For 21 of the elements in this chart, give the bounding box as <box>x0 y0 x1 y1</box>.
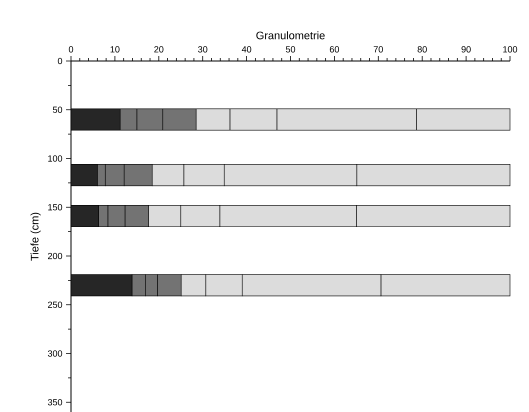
y-tick-label: 300 <box>48 350 62 356</box>
y-tick-label: 50 <box>52 106 62 113</box>
x-tick-label: 50 <box>286 46 296 52</box>
y-tick-label: 150 <box>48 204 62 210</box>
y-axis-title: Tiefe (cm) <box>30 212 41 260</box>
x-tick-label: 100 <box>503 46 518 52</box>
y-tick-label: 0 <box>58 58 62 64</box>
x-tick-label: 40 <box>242 46 252 52</box>
x-tick-label: 0 <box>68 46 74 52</box>
y-tick-label: 350 <box>48 398 62 406</box>
x-tick-label: 60 <box>330 46 340 52</box>
y-tick-label: 100 <box>48 155 62 162</box>
y-tick-label: 200 <box>48 252 62 259</box>
x-tick-label: 10 <box>110 46 120 52</box>
x-tick-label: 90 <box>462 46 471 52</box>
x-axis-title: Granulometrie <box>256 31 325 40</box>
x-tick-label: 80 <box>418 46 427 52</box>
x-tick-label: 70 <box>374 46 383 52</box>
x-tick-label: 30 <box>198 46 208 52</box>
y-tick-label: 250 <box>48 301 62 308</box>
x-tick-label: 20 <box>154 46 164 52</box>
